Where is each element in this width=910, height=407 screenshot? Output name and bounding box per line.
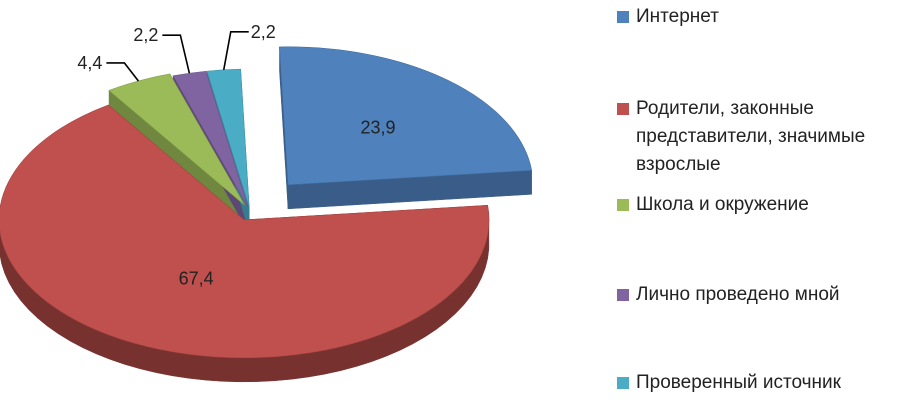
legend-swatch	[617, 289, 629, 301]
legend-swatch	[617, 11, 629, 23]
legend-label: Проверенный источник	[636, 372, 842, 393]
leader-line	[162, 34, 191, 74]
legend-entry: Проверенный источник	[617, 372, 842, 393]
legend: Интернет Родители, законные представители,…	[617, 6, 865, 393]
pie-slice	[172, 70, 249, 208]
legend-entry: Родители, законные представители, значимы…	[617, 98, 865, 175]
leader-line	[106, 62, 140, 82]
pie-slice	[0, 104, 490, 359]
data-label: 67,4	[179, 268, 214, 288]
legend-label: Родители, законные представители, значимы…	[636, 98, 865, 175]
legend-label: Школа и окружение	[636, 194, 809, 215]
data-label: 4,4	[77, 53, 102, 73]
legend-entry: Лично проведено мной	[617, 284, 840, 305]
leader-line	[222, 31, 249, 70]
legend-entry: Школа и окружение	[617, 194, 809, 215]
pie-tops	[0, 46, 533, 359]
data-label: 23,9	[360, 118, 395, 138]
legend-label: Интернет	[636, 6, 719, 27]
legend-entry: Интернет	[617, 6, 719, 27]
data-label: 2,2	[133, 25, 158, 45]
legend-swatch	[617, 103, 629, 115]
pie-labels: 23,9 67,4 4,4 2,2 2,2	[77, 22, 395, 289]
data-label: 2,2	[251, 22, 276, 42]
legend-swatch	[617, 377, 629, 389]
pie-slice	[279, 46, 533, 186]
legend-swatch	[617, 199, 629, 211]
legend-label: Лично проведено мной	[636, 284, 840, 305]
